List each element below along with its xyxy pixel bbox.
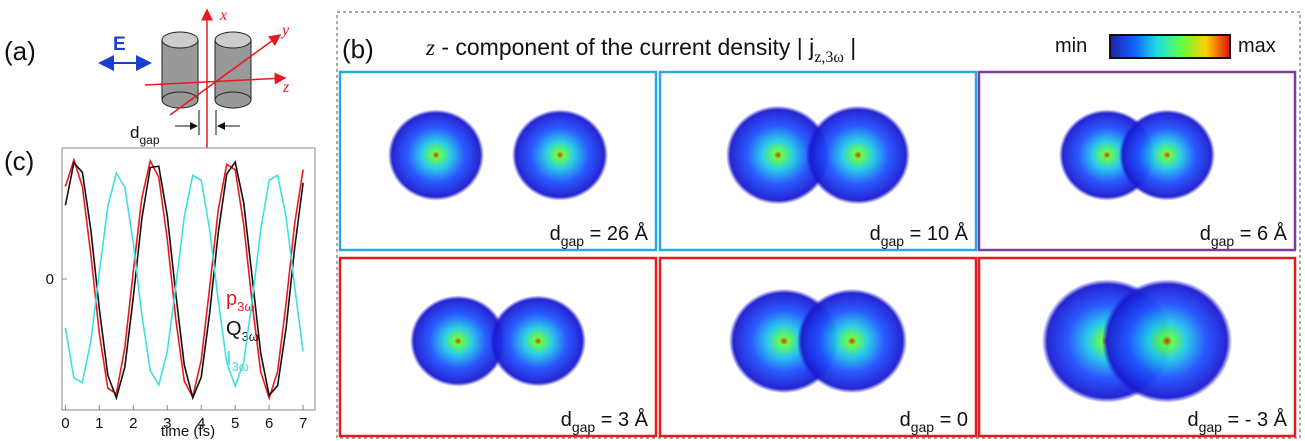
cell-label: dgap = 0 xyxy=(900,409,968,435)
cell-label: dgap = - 3 Å xyxy=(1187,408,1287,435)
label-subscript: gap xyxy=(572,419,596,435)
x-tick-label: 0 xyxy=(61,415,69,432)
cylinder xyxy=(161,31,199,109)
cell-label: dgap = 26 Å xyxy=(550,222,649,249)
legend-subscript: 3ω xyxy=(242,329,259,344)
label-subscript: gap xyxy=(911,419,935,435)
gap-label: dgap xyxy=(130,123,160,147)
cell-label: dgap = 6 Å xyxy=(1200,222,1288,249)
legend-name: I xyxy=(226,348,232,370)
gap-symbol: d xyxy=(130,123,139,142)
x-tick-label: 4 xyxy=(197,415,205,432)
label-value: = 10 Å xyxy=(904,222,969,245)
gap-subscript: gap xyxy=(139,133,159,147)
density-blob xyxy=(490,295,586,387)
y-axis-arrow xyxy=(169,34,282,116)
label-symbol: d xyxy=(550,223,561,245)
axis-label: z xyxy=(282,79,290,96)
panel-label: (c) xyxy=(4,146,34,176)
x-tick-label: 1 xyxy=(95,415,103,432)
colorbar xyxy=(1109,34,1231,59)
panel-b: (b) z - component of the current density… xyxy=(336,11,1301,439)
label-value: = 0 xyxy=(934,409,968,431)
density-blob xyxy=(1102,279,1232,403)
cell-label: dgap = 10 Å xyxy=(870,222,969,249)
legend-entry: I3ω xyxy=(226,348,249,374)
title-sub: z,3ω xyxy=(814,49,844,66)
legend-subscript: 3ω xyxy=(232,359,249,374)
series-line xyxy=(64,160,304,401)
label-symbol: d xyxy=(870,223,881,245)
title-text: - component of the current density | j xyxy=(435,34,814,60)
colorbar-min: min xyxy=(1055,35,1087,57)
panel-frame xyxy=(336,11,1301,439)
x-tick-label: 2 xyxy=(129,415,137,432)
label-subscript: gap xyxy=(1199,419,1223,435)
x-tick-label: 5 xyxy=(231,415,239,432)
title-end: | xyxy=(844,34,856,60)
density-blob xyxy=(1119,109,1215,201)
density-blob xyxy=(388,109,484,201)
axis-label: y xyxy=(280,22,290,39)
label-value: = 3 Å xyxy=(595,408,648,431)
panel-label: (a) xyxy=(4,36,36,66)
label-subscript: gap xyxy=(1211,233,1235,249)
panel-title: z - component of the current density | j… xyxy=(425,34,856,66)
cell-label: dgap = 3 Å xyxy=(561,408,649,435)
field-label: E xyxy=(113,34,126,55)
label-symbol: d xyxy=(900,409,911,431)
series-line xyxy=(64,170,304,389)
label-symbol: d xyxy=(1200,223,1211,245)
label-value: = 6 Å xyxy=(1234,222,1287,245)
label-subscript: gap xyxy=(561,233,585,249)
panel-label: (b) xyxy=(342,34,374,64)
density-blob xyxy=(806,105,910,205)
axis-label: x xyxy=(219,7,227,24)
density-blob xyxy=(797,288,907,394)
x-axis-label: time (fs) xyxy=(161,423,215,440)
density-blob xyxy=(726,105,830,205)
title-var: z xyxy=(425,35,435,60)
label-value: = - 3 Å xyxy=(1222,408,1288,431)
label-symbol: d xyxy=(1187,409,1198,431)
series-line xyxy=(64,157,304,401)
legend-name: Q xyxy=(226,318,242,340)
x-tick-label: 3 xyxy=(163,415,171,432)
colorbar-max: max xyxy=(1238,35,1276,57)
density-blob xyxy=(512,109,608,201)
x-tick-label: 6 xyxy=(265,415,273,432)
label-symbol: d xyxy=(561,409,572,431)
density-blob xyxy=(410,295,506,387)
cylinder xyxy=(214,31,252,109)
y-tick-label: 0 xyxy=(46,271,54,288)
legend-name: p xyxy=(226,288,237,310)
panel-a: (a) E x y z dgap xyxy=(4,7,290,150)
label-value: = 26 Å xyxy=(584,222,649,245)
x-tick-label: 7 xyxy=(299,415,307,432)
label-subscript: gap xyxy=(881,233,905,249)
